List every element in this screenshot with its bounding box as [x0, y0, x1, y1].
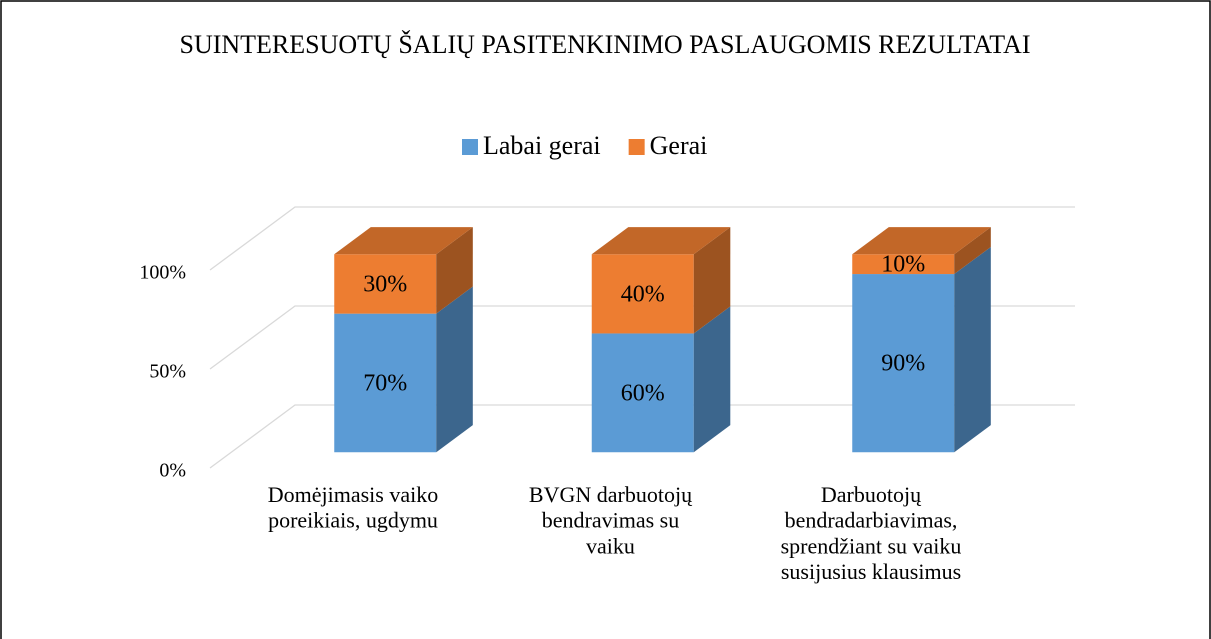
value-label: 10%	[881, 252, 925, 278]
bar-front	[334, 313, 437, 453]
bar-front	[334, 254, 437, 314]
value-label: 90%	[881, 351, 925, 377]
grid-line	[209, 404, 1075, 469]
legend-label: Gerai	[650, 131, 708, 160]
bar-side	[954, 227, 991, 275]
bar-top	[334, 227, 473, 255]
y-tick-label: 100%	[139, 262, 186, 284]
legend-swatch	[462, 139, 478, 155]
bar-side	[436, 286, 473, 453]
bar-front	[852, 274, 955, 453]
bar-side	[436, 227, 473, 314]
bar-top	[852, 227, 991, 255]
y-tick-label: 0%	[159, 460, 186, 482]
grid-line	[209, 206, 1075, 271]
value-label: 70%	[363, 370, 407, 396]
bar-side	[693, 306, 731, 453]
bar-side	[954, 246, 991, 453]
value-label: 40%	[621, 281, 665, 307]
legend-swatch	[628, 139, 645, 155]
chart-title: SUINTERESUOTŲ ŠALIŲ PASITENKINIMO PASLAU…	[180, 30, 1031, 59]
grid-line	[209, 305, 1075, 370]
value-label: 30%	[363, 271, 407, 297]
bar-front	[852, 254, 955, 275]
bar-side	[693, 227, 731, 334]
bar-front	[591, 254, 694, 334]
value-label: 60%	[621, 380, 665, 406]
y-tick-label: 50%	[149, 361, 186, 383]
bar-front	[591, 333, 694, 453]
x-tick-label: Domėjimasis vaiko poreikiais, ugdymu	[268, 482, 438, 533]
x-tick-label: Darbuotojų bendradarbiavimas, sprendžiant …	[781, 482, 962, 584]
x-tick-label: BVGN darbuotojų bendravimas su vaiku	[529, 482, 693, 558]
legend-label: Labai gerai	[483, 131, 601, 160]
bar-top	[591, 227, 731, 255]
